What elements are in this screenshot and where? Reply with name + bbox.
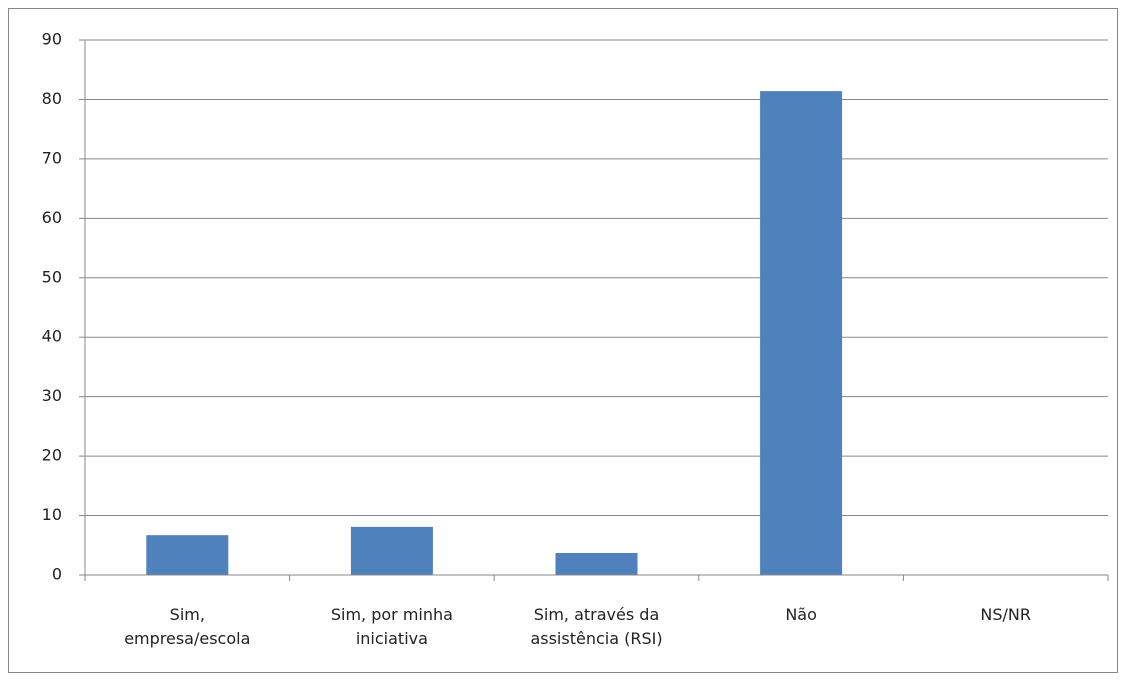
y-tick-label: 0 [52,565,62,584]
x-tick-label: NS/NR [980,605,1031,624]
y-tick-label: 80 [42,89,62,108]
x-tick-label: Não [785,605,817,624]
x-tick-label: Sim, empresa/escola [124,605,251,648]
y-tick-label: 20 [42,446,62,465]
x-tick-label: Sim, por minha iniciativa [330,605,453,648]
y-tick-label: 10 [42,505,62,524]
y-tick-label: 60 [42,208,62,227]
y-tick-label: 70 [42,148,62,167]
bar [146,535,229,575]
bar [555,553,638,575]
bar [760,91,843,575]
y-tick-label: 90 [42,30,62,49]
x-tick-label: Sim, através da assistência (RSI) [530,605,663,648]
bar [350,526,433,575]
y-tick-label: 50 [42,267,62,286]
y-tick-label: 40 [42,327,62,346]
chart-border [8,8,1118,673]
y-tick-label: 30 [42,386,62,405]
